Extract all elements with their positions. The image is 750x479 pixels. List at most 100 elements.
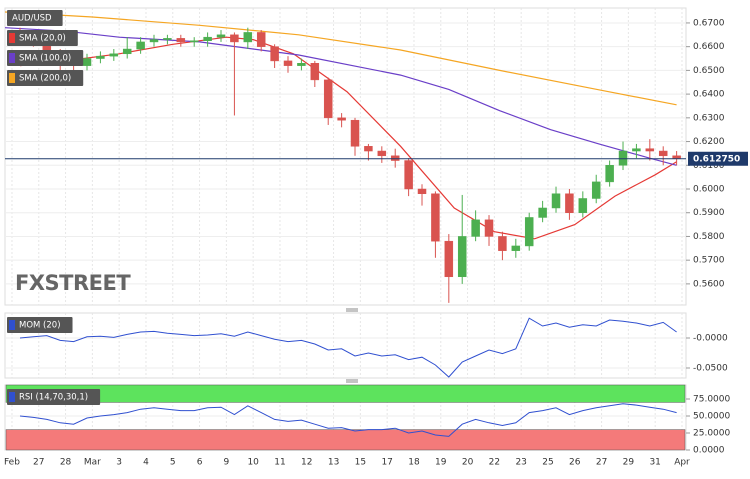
candle-body — [538, 207, 547, 218]
indicator-label: MOM (20) — [7, 317, 73, 333]
x-tick-label: 13 — [328, 458, 339, 468]
candle-body — [565, 193, 574, 213]
candle-body — [658, 150, 668, 157]
y-tick-label: 25.0000 — [693, 429, 730, 439]
x-tick-label: 26 — [569, 458, 581, 468]
candle-body — [297, 63, 306, 66]
legend-entry: SMA (20,0) — [7, 30, 78, 46]
panel-frame — [4, 7, 687, 306]
candle-body — [109, 53, 119, 57]
y-tick-label: 0.6300 — [693, 113, 725, 123]
x-tick-label: 9 — [224, 458, 230, 468]
y-tick-label: 0.6400 — [693, 90, 725, 100]
candle-body — [632, 148, 641, 152]
candle-body — [122, 48, 132, 55]
legend-entry: SMA (200,0) — [7, 70, 84, 86]
x-tick-label: Feb — [4, 458, 20, 468]
x-tick-label: Apr — [674, 458, 690, 468]
y-tick-label: 0.6200 — [693, 137, 725, 147]
y-tick-label: 0.6000 — [693, 184, 725, 194]
candle-body — [431, 193, 440, 242]
candle-body — [390, 155, 400, 161]
y-tick-label: 0.5700 — [693, 256, 725, 266]
rsi-band — [5, 429, 686, 451]
candle-body — [364, 146, 373, 152]
candle-body — [511, 245, 521, 251]
x-tick-label: 10 — [247, 458, 259, 468]
legend-entry-bg — [7, 70, 84, 86]
legend-entry-bg — [7, 30, 78, 46]
x-tick-label: 28 — [60, 458, 72, 468]
watermark: FXSTREET — [15, 271, 131, 295]
rsi-band — [5, 384, 686, 403]
y-tick-label: 0.5800 — [693, 232, 725, 242]
candle-body — [243, 32, 253, 43]
x-tick-label: 5 — [170, 458, 176, 468]
candle-body — [189, 40, 199, 43]
x-tick-label: 25 — [542, 458, 553, 468]
candle-body — [498, 236, 507, 251]
x-tick-label: 20 — [462, 458, 474, 468]
candle-body — [230, 34, 239, 43]
legend-entry-swatch — [9, 33, 15, 43]
x-tick-label: 4 — [143, 458, 149, 468]
x-tick-label: 15 — [355, 458, 366, 468]
symbol-label-text: AUD/USD — [12, 14, 52, 24]
x-tick-label: 11 — [274, 458, 285, 468]
candle-body — [645, 148, 655, 152]
candle-body — [203, 36, 212, 41]
y-tick-label: 0.6500 — [693, 66, 725, 76]
sma-line — [19, 36, 677, 240]
x-tick-label: 6 — [197, 458, 203, 468]
x-tick-label: Mar — [84, 458, 101, 468]
indicator-label-bg — [7, 317, 73, 333]
candle-body — [672, 155, 681, 159]
x-tick-label: 17 — [381, 458, 392, 468]
candle-body — [176, 38, 186, 43]
symbol-label: AUD/USD — [7, 10, 63, 26]
candle-body — [337, 117, 346, 121]
candle-body — [605, 165, 614, 183]
candle-body — [136, 41, 145, 50]
x-tick-label: 23 — [515, 458, 526, 468]
x-tick-label: 19 — [435, 458, 447, 468]
candle-body — [283, 60, 293, 66]
x-tick-label: 22 — [489, 458, 500, 468]
y-tick-label: 0.6100 — [693, 161, 725, 171]
sma-line — [4, 27, 677, 166]
symbol-label-bg — [7, 10, 63, 26]
candle-body — [163, 38, 172, 40]
indicator-line — [19, 403, 677, 437]
x-tick-label: 31 — [649, 458, 660, 468]
y-tick-label: 0.5900 — [693, 208, 725, 218]
indicator-label: RSI (14,70,30,1) — [7, 389, 101, 405]
indicator-label-swatch — [9, 392, 15, 402]
x-tick-label: 27 — [33, 458, 44, 468]
y-tick-label: 0.5600 — [693, 279, 725, 289]
y-tick-label: 0.6700 — [693, 18, 725, 28]
candle-body — [216, 34, 226, 38]
panel-handles — [346, 308, 358, 383]
x-tick-label: 3 — [116, 458, 122, 468]
candle-body — [323, 79, 333, 119]
legend-entry-swatch — [9, 73, 15, 83]
candle-body — [578, 198, 588, 213]
indicator-label-text: RSI (14,70,30,1) — [19, 393, 88, 403]
candle-body — [96, 55, 105, 59]
x-tick-label: 29 — [623, 458, 635, 468]
candle-body — [417, 188, 427, 194]
candle-body — [524, 217, 534, 247]
y-tick-label: -0.0500 — [693, 363, 728, 373]
legend-entry-bg — [7, 50, 84, 66]
candle-body — [457, 236, 467, 278]
y-tick-label: -0.0000 — [693, 334, 728, 344]
y-tick-label: 75.0000 — [693, 395, 730, 405]
legend-entry: SMA (100,0) — [7, 50, 84, 66]
sma-line — [4, 11, 677, 106]
x-tick-label: 18 — [408, 458, 420, 468]
legend-entry-text: SMA (20,0) — [19, 34, 66, 44]
indicator-label-swatch — [9, 320, 15, 330]
candle-body — [471, 219, 480, 237]
